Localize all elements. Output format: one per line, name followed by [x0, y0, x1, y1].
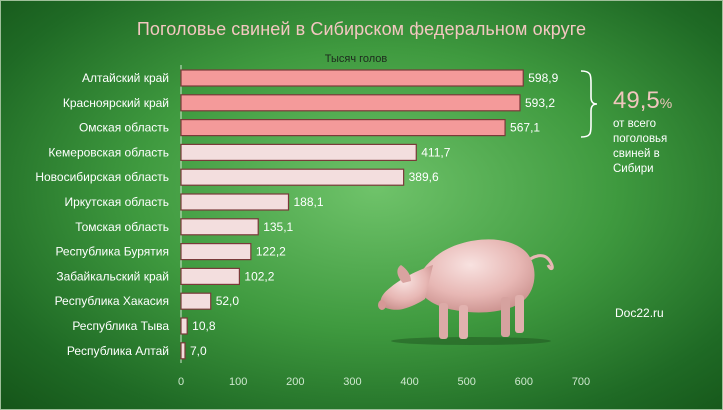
x-tick-label: 700	[572, 376, 590, 388]
data-label: 135,1	[263, 220, 293, 234]
share-percent: 49,5	[613, 87, 660, 114]
data-label: 567,1	[510, 121, 540, 135]
data-label: 598,9	[528, 71, 558, 85]
data-label: 188,1	[293, 195, 323, 209]
bar	[180, 94, 521, 112]
category-label: Забайкальский край	[56, 269, 169, 283]
data-label: 122,2	[256, 245, 286, 259]
category-label: Республика Хакасия	[55, 294, 169, 308]
bar	[180, 292, 212, 310]
bar	[180, 317, 188, 335]
x-tick-label: 100	[229, 376, 247, 388]
pig-image	[378, 239, 554, 345]
category-label: Республика Тыва	[72, 319, 169, 333]
bar	[180, 342, 186, 360]
share-callout: 49,5% от всего поголовья свиней в Сибири	[613, 87, 703, 177]
data-label: 10,8	[192, 319, 216, 333]
category-label: Омская область	[79, 121, 169, 135]
category-label: Алтайский край	[82, 71, 169, 85]
x-tick-label: 600	[515, 376, 533, 388]
category-label: Кемеровская область	[48, 145, 169, 159]
data-label: 102,2	[244, 269, 274, 283]
data-label: 52,0	[216, 294, 240, 308]
bar	[180, 267, 241, 285]
bar	[180, 69, 524, 87]
category-label: Иркутская область	[65, 195, 170, 209]
category-label: Томская область	[75, 220, 169, 234]
share-description: от всего поголовья свиней в Сибири	[613, 118, 668, 175]
category-label: Новосибирская область	[35, 170, 169, 184]
bar	[180, 143, 417, 161]
bar	[180, 168, 405, 186]
chart-title: Поголовье свиней в Сибирском федеральном…	[136, 19, 587, 39]
x-tick-label: 200	[286, 376, 304, 388]
x-tick-label: 400	[400, 376, 418, 388]
bar	[180, 193, 290, 211]
data-label: 389,6	[409, 170, 439, 184]
bar	[180, 243, 252, 261]
x-tick-label: 0	[178, 376, 184, 388]
category-label: Республика Бурятия	[55, 245, 169, 259]
x-tick-label: 300	[343, 376, 361, 388]
category-label: Красноярский край	[63, 96, 169, 110]
axis-unit-label: Тысяч голов	[324, 53, 388, 65]
bar	[180, 118, 506, 137]
data-label: 411,7	[421, 145, 450, 159]
x-tick-label: 500	[458, 376, 476, 388]
bar	[180, 218, 259, 236]
category-label: Республика Алтай	[67, 344, 169, 358]
data-label: 7,0	[190, 344, 207, 358]
data-label: 593,2	[525, 96, 555, 110]
source-label: Doc22.ru	[615, 306, 664, 320]
brace-icon	[580, 70, 598, 138]
share-percent-sign: %	[659, 95, 673, 111]
